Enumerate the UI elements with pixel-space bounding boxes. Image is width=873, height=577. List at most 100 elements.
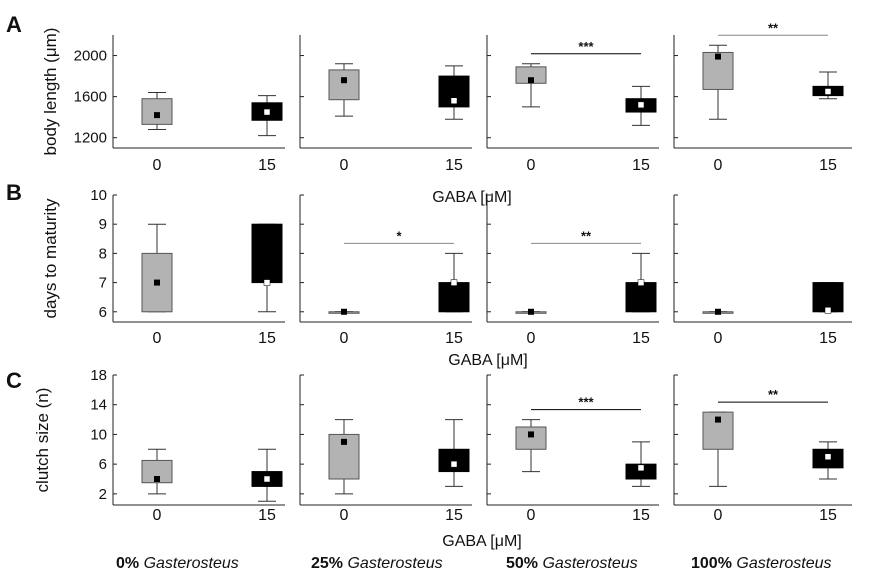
- x-tick-label-A-0-0: 0: [153, 157, 162, 174]
- box-C-2-0: [515, 426, 547, 450]
- mean-marker-A-1-1: [450, 97, 458, 104]
- x-tick-label-B-3-1: 15: [819, 330, 837, 347]
- y-tick-label-C-3: 14: [90, 397, 107, 414]
- y-tick-label-B-2: 8: [99, 245, 107, 262]
- mean-marker-B-0-0: [154, 279, 160, 286]
- mean-marker-C-3-1: [824, 453, 832, 460]
- x-tick-label-B-0-0: 0: [153, 330, 162, 347]
- x-axis-label-C: GABA [μM]: [442, 533, 521, 550]
- x-axis-label-A: GABA [μM]: [432, 189, 511, 206]
- mean-marker-A-3-1: [824, 88, 832, 95]
- box-A-1-0: [328, 69, 360, 101]
- y-tick-label-C-2: 10: [90, 426, 107, 443]
- x-tick-label-A-0-1: 15: [258, 157, 276, 174]
- x-tick-label-C-0-1: 15: [258, 507, 276, 524]
- box-C-2-1: [625, 463, 657, 480]
- x-tick-label-B-1-1: 15: [445, 330, 463, 347]
- footer-pct-0: 0%: [116, 555, 140, 572]
- mean-marker-C-2-1: [637, 464, 645, 472]
- x-tick-label-B-0-1: 15: [258, 330, 276, 347]
- significance-label-B-1: *: [396, 228, 402, 243]
- x-tick-label-A-2-0: 0: [527, 157, 536, 174]
- x-tick-label-C-1-1: 15: [445, 507, 463, 524]
- x-tick-label-C-2-1: 15: [632, 507, 650, 524]
- significance-label-A-3: **: [768, 20, 779, 35]
- x-axis-label-B: GABA [μM]: [448, 352, 527, 369]
- mean-marker-B-2-1: [637, 279, 645, 286]
- mean-marker-A-2-0: [528, 77, 534, 84]
- mean-marker-A-0-0: [154, 112, 160, 119]
- x-tick-label-C-3-0: 0: [714, 507, 723, 524]
- y-tick-label-A-0: 1200: [74, 130, 107, 147]
- y-tick-label-B-3: 9: [99, 216, 107, 233]
- x-tick-label-B-2-1: 15: [632, 330, 650, 347]
- box-A-0-0: [141, 98, 173, 125]
- footer-label-1: 25% Gasterosteus: [311, 555, 443, 573]
- box-B-0-1: [251, 223, 283, 284]
- box-B-1-1: [438, 282, 470, 313]
- mean-marker-C-0-1: [263, 475, 271, 483]
- x-tick-label-A-2-1: 15: [632, 157, 650, 174]
- box-C-3-0: [702, 411, 734, 450]
- y-tick-label-B-0: 6: [99, 304, 107, 321]
- mean-marker-B-2-0: [528, 308, 534, 315]
- footer-genus-0: Gasterosteus: [143, 555, 239, 572]
- y-axis-label-C: clutch size (n): [33, 388, 52, 493]
- box-B-2-1: [625, 282, 657, 313]
- mean-marker-A-3-0: [715, 53, 721, 60]
- box-C-0-0: [141, 459, 173, 484]
- mean-marker-B-1-0: [341, 308, 347, 315]
- significance-label-A-2: ***: [578, 39, 594, 54]
- y-tick-label-B-1: 7: [99, 275, 107, 292]
- y-tick-label-A-1: 1600: [74, 89, 107, 106]
- mean-marker-C-2-0: [528, 431, 534, 438]
- panel-letter-B: B: [6, 180, 22, 205]
- mean-marker-C-1-1: [450, 460, 458, 468]
- x-tick-label-A-1-0: 0: [340, 157, 349, 174]
- significance-label-B-2: **: [581, 228, 592, 243]
- y-tick-label-B-4: 10: [90, 187, 107, 204]
- box-A-2-0: [515, 66, 547, 84]
- footer-pct-3: 100%: [691, 555, 732, 572]
- mean-marker-B-0-1: [263, 279, 271, 286]
- panel-letter-A: A: [6, 12, 22, 37]
- x-tick-label-C-2-0: 0: [527, 507, 536, 524]
- footer-label-2: 50% Gasterosteus: [506, 555, 638, 573]
- mean-marker-C-3-0: [715, 416, 721, 423]
- mean-marker-B-3-0: [715, 308, 721, 315]
- y-tick-label-C-4: 18: [90, 367, 107, 384]
- y-axis-label-A: body length (μm): [41, 28, 60, 156]
- mean-marker-C-1-0: [341, 438, 347, 445]
- x-tick-label-A-3-0: 0: [714, 157, 723, 174]
- significance-label-C-2: ***: [578, 395, 594, 410]
- panel-letter-C: C: [6, 368, 22, 393]
- x-tick-label-B-1-0: 0: [340, 330, 349, 347]
- x-tick-label-C-1-0: 0: [340, 507, 349, 524]
- x-tick-label-C-3-1: 15: [819, 507, 837, 524]
- box-B-3-1: [812, 282, 844, 313]
- x-tick-label-B-3-0: 0: [714, 330, 723, 347]
- footer-genus-2: Gasterosteus: [542, 555, 638, 572]
- footer-label-3: 100% Gasterosteus: [691, 555, 832, 573]
- box-C-1-1: [438, 448, 470, 473]
- x-tick-label-B-2-0: 0: [527, 330, 536, 347]
- y-tick-label-C-0: 2: [99, 486, 107, 503]
- mean-marker-B-3-1: [824, 307, 832, 314]
- footer-label-0: 0% Gasterosteus: [116, 555, 239, 573]
- mean-marker-A-1-0: [341, 77, 347, 84]
- footer-genus-1: Gasterosteus: [347, 555, 443, 572]
- mean-marker-A-2-1: [637, 101, 645, 109]
- x-tick-label-C-0-0: 0: [153, 507, 162, 524]
- mean-marker-B-1-1: [450, 279, 458, 286]
- footer-pct-1: 25%: [311, 555, 344, 572]
- significance-label-C-3: **: [768, 387, 779, 402]
- x-tick-label-A-1-1: 15: [445, 157, 463, 174]
- footer-genus-3: Gasterosteus: [736, 555, 832, 572]
- mean-marker-C-0-0: [154, 476, 160, 482]
- y-axis-label-B: days to maturity: [41, 198, 60, 318]
- x-tick-label-A-3-1: 15: [819, 157, 837, 174]
- footer-pct-2: 50%: [506, 555, 539, 572]
- y-tick-label-A-2: 2000: [74, 48, 107, 65]
- y-tick-label-C-1: 6: [99, 456, 107, 473]
